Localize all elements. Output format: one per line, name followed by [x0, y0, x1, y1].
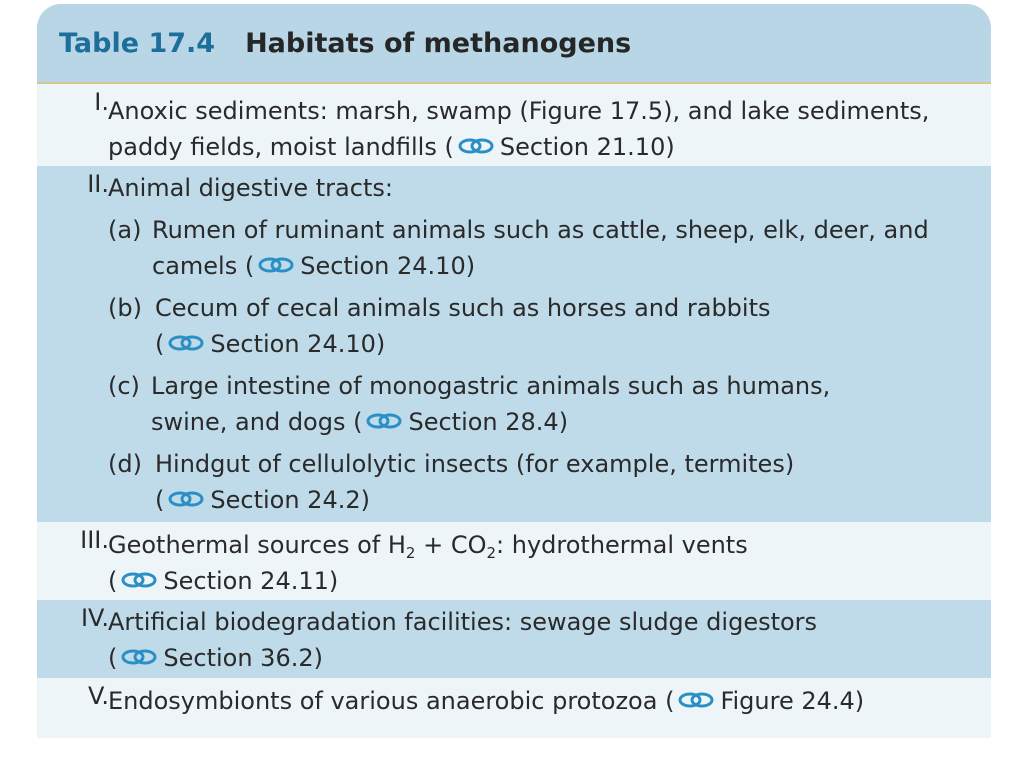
chain-link-icon[interactable] — [676, 691, 716, 709]
row-number: V. — [88, 682, 109, 710]
table-row: I. Anoxic sediments: marsh, swamp (Figur… — [37, 84, 991, 166]
subitem-c: (c) Large intestine of monogastric anima… — [108, 372, 831, 436]
chain-link-icon[interactable] — [166, 490, 206, 508]
subitem-b: (b) Cecum of cecal animals such as horse… — [108, 294, 771, 358]
row-heading: Animal digestive tracts: — [108, 174, 393, 202]
chain-link-icon[interactable] — [119, 648, 159, 666]
row-text: Endosymbionts of various anaerobic proto… — [108, 687, 865, 715]
subitem-a: (a) Rumen of ruminant animals such as ca… — [108, 216, 929, 280]
chain-link-icon[interactable] — [166, 334, 206, 352]
methanogen-habitats-table: Table 17.4 Habitats of methanogens I. An… — [37, 4, 991, 738]
table-row: IV. Artificial biodegradation facilities… — [37, 600, 991, 678]
row-number: III. — [80, 526, 109, 554]
row-number: I. — [94, 88, 109, 116]
table-row: III. Geothermal sources of H2 + CO2: hyd… — [37, 522, 991, 600]
chain-link-icon[interactable] — [256, 256, 296, 274]
table-row: V. Endosymbionts of various anaerobic pr… — [37, 678, 991, 738]
table-row: II. Animal digestive tracts: (a) Rumen o… — [37, 166, 991, 522]
row-number: IV. — [80, 604, 109, 632]
row-text: Artificial biodegradation facilities: se… — [108, 608, 818, 672]
chain-link-icon[interactable] — [119, 571, 159, 589]
row-text: Anoxic sediments: marsh, swamp (Figure 1… — [108, 97, 930, 161]
chain-link-icon[interactable] — [364, 412, 404, 430]
table-header: Table 17.4 Habitats of methanogens — [37, 4, 991, 84]
table-number: Table 17.4 — [59, 27, 216, 59]
row-text: Geothermal sources of H2 + CO2: hydrothe… — [108, 531, 748, 595]
subitem-d: (d) Hindgut of cellulolytic insects (for… — [108, 450, 795, 514]
table-title: Habitats of methanogens — [245, 27, 632, 59]
chain-link-icon[interactable] — [456, 137, 496, 155]
row-number: II. — [87, 170, 109, 198]
